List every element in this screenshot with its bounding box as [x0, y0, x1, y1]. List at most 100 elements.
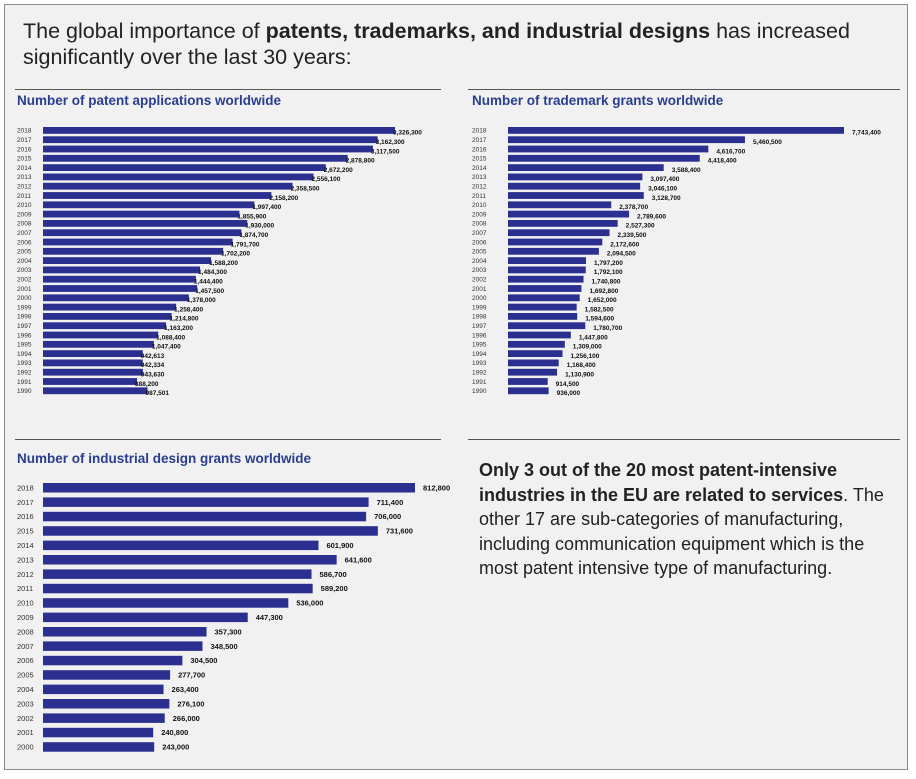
bar: [508, 182, 641, 190]
bar: [43, 294, 189, 302]
data-label: 243,000: [162, 743, 189, 752]
bar: [43, 555, 337, 565]
data-label: 943,630: [141, 371, 165, 378]
data-label: 4,418,400: [708, 158, 737, 165]
y-tick-label: 2017: [472, 137, 487, 144]
bar: [508, 136, 745, 144]
bar: [43, 387, 148, 395]
data-label: 348,500: [211, 642, 238, 651]
bar: [43, 713, 165, 723]
bar: [43, 670, 171, 680]
bar: [508, 340, 565, 348]
y-tick-label: 2005: [17, 249, 32, 256]
bar: [43, 201, 255, 209]
bar: [43, 136, 378, 144]
bar: [508, 294, 580, 302]
data-label: 1,740,800: [592, 278, 621, 285]
y-tick-label: 2011: [17, 584, 33, 593]
y-tick-label: 1990: [472, 388, 487, 395]
y-tick-label: 2010: [17, 202, 32, 209]
y-tick-label: 1999: [472, 304, 487, 311]
y-tick-label: 2012: [472, 183, 487, 190]
bar: [43, 699, 170, 709]
bar: [43, 210, 240, 218]
y-tick-label: 2013: [17, 174, 32, 181]
y-tick-label: 1990: [17, 388, 32, 395]
y-tick-label: 1998: [472, 314, 487, 321]
y-tick-label: 2015: [17, 156, 32, 163]
y-tick-label: 2007: [17, 230, 32, 237]
data-label: 3,162,300: [376, 139, 405, 146]
y-tick-label: 1992: [17, 369, 32, 376]
data-label: 1,214,800: [170, 316, 199, 323]
data-label: 1,484,300: [198, 269, 227, 276]
bar: [43, 540, 319, 551]
bar: [43, 266, 201, 274]
y-tick-label: 2011: [17, 193, 31, 200]
data-label: 1,163,200: [164, 325, 193, 332]
bar: [43, 350, 143, 357]
y-tick-label: 2006: [472, 239, 487, 246]
y-tick-label: 2017: [17, 498, 34, 507]
data-label: 276,100: [177, 699, 204, 708]
data-label: 5,460,500: [753, 139, 782, 146]
data-label: 1,692,800: [589, 288, 618, 295]
bar: [43, 655, 183, 666]
bar: [43, 598, 289, 608]
headline: The global importance of patents, tradem…: [23, 18, 883, 70]
bar: [508, 275, 584, 283]
y-tick-label: 2015: [472, 156, 487, 163]
bar: [508, 285, 582, 292]
bar: [508, 257, 586, 264]
data-label: 2,878,800: [346, 158, 375, 165]
y-tick-label: 1994: [472, 351, 487, 358]
bar: [508, 238, 603, 246]
note-text: . The other 17 are sub-categories of man…: [479, 484, 884, 579]
y-tick-label: 2009: [472, 211, 487, 218]
y-tick-label: 1998: [17, 314, 32, 321]
data-label: 914,500: [556, 381, 580, 388]
y-tick-label: 2005: [472, 249, 487, 256]
bar: [43, 257, 212, 264]
headline-text: The global importance of: [23, 19, 266, 43]
bar: [43, 313, 172, 320]
y-tick-label: 2006: [17, 239, 32, 246]
bar: [508, 210, 630, 218]
y-tick-label: 2018: [17, 128, 32, 135]
y-tick-label: 2016: [17, 146, 32, 153]
headline-bold-text: patents, trademarks, and industrial desi…: [265, 19, 711, 43]
bar: [508, 313, 578, 320]
bar: [43, 368, 143, 376]
y-tick-label: 2014: [472, 165, 487, 172]
data-label: 3,588,400: [672, 167, 701, 174]
data-label: 711,400: [377, 498, 404, 507]
divider: [468, 89, 900, 90]
y-tick-label: 2005: [17, 671, 34, 680]
data-label: 706,000: [374, 512, 401, 521]
bar: [508, 350, 563, 357]
bar: [43, 511, 367, 522]
bar: [43, 164, 326, 171]
bar: [43, 275, 196, 283]
divider: [468, 439, 900, 440]
y-tick-label: 2000: [17, 743, 34, 752]
data-label: 3,128,700: [652, 195, 681, 202]
bar: [508, 229, 610, 237]
y-tick-label: 1992: [472, 369, 487, 376]
y-tick-label: 2008: [472, 221, 487, 228]
y-tick-label: 1994: [17, 351, 32, 358]
bar: [43, 173, 314, 181]
bar: [43, 303, 177, 311]
y-tick-label: 1995: [472, 342, 487, 349]
note-bold-text: Only 3 out of the 20 most patent-intensi…: [479, 460, 844, 505]
bar: [508, 164, 664, 171]
data-label: 589,200: [321, 584, 348, 593]
data-label: 447,300: [256, 613, 283, 622]
y-tick-label: 2000: [17, 295, 32, 302]
bar: [43, 526, 378, 536]
y-tick-label: 2013: [17, 555, 34, 564]
data-label: 987,501: [146, 390, 170, 397]
data-label: 1,797,200: [594, 260, 623, 267]
data-label: 1,582,500: [585, 306, 614, 313]
bar: [43, 127, 395, 134]
